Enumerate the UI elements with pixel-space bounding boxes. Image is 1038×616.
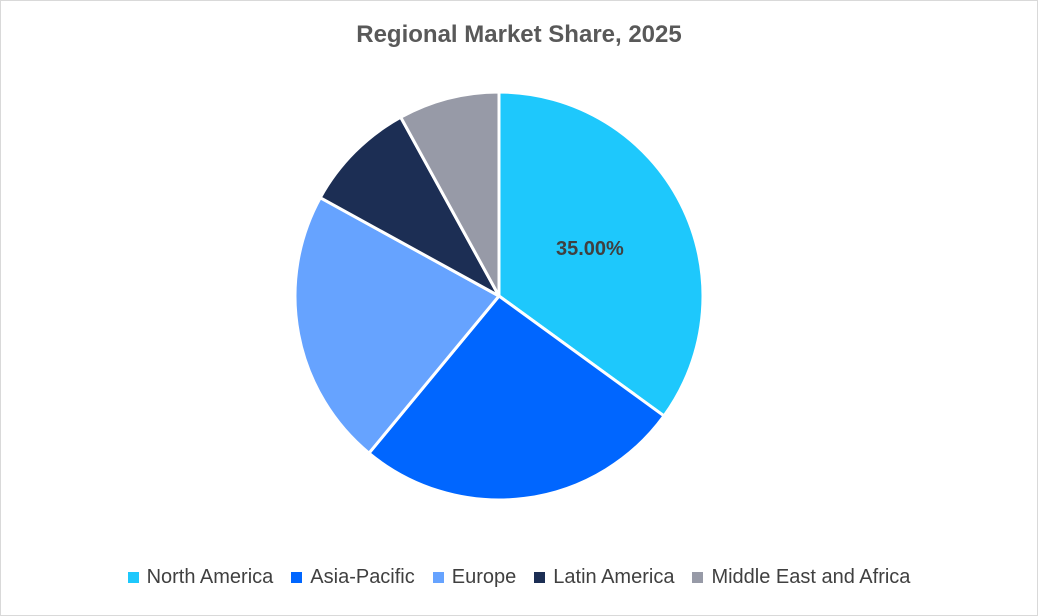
legend-swatch-north-america [127, 572, 139, 583]
pie-slice-north-america [497, 90, 705, 418]
pie-slice-asia-pacific [367, 294, 666, 502]
pie-chart: 35.00% [293, 90, 705, 502]
legend-label-asia-pacific: Asia-Pacific [310, 566, 415, 588]
pie-slice-latin-america [318, 115, 501, 298]
data-label-north-america: 35.00% [556, 238, 624, 260]
legend-item-middle-east-and-africa: Middle East and Africa [692, 566, 910, 589]
legend-label-middle-east-and-africa: Middle East and Africa [711, 566, 911, 588]
legend-swatch-middle-east-and-africa [692, 572, 704, 583]
legend-swatch-europe [432, 572, 444, 583]
legend-item-europe: Europe [432, 566, 517, 589]
legend: North America Asia-Pacific Europe Latin … [1, 566, 1037, 589]
legend-item-north-america: North America [127, 566, 274, 589]
legend-swatch-asia-pacific [291, 572, 303, 583]
legend-swatch-latin-america [534, 572, 546, 583]
legend-label-latin-america: Latin America [553, 566, 675, 588]
pie-slice-middle-east-and-africa [399, 90, 501, 298]
legend-label-europe: Europe [451, 566, 517, 588]
chart-title: Regional Market Share, 2025 [356, 21, 682, 48]
legend-item-latin-america: Latin America [534, 566, 674, 589]
legend-label-north-america: North America [146, 566, 274, 588]
legend-item-asia-pacific: Asia-Pacific [291, 566, 415, 589]
pie-slice-europe [293, 196, 501, 455]
